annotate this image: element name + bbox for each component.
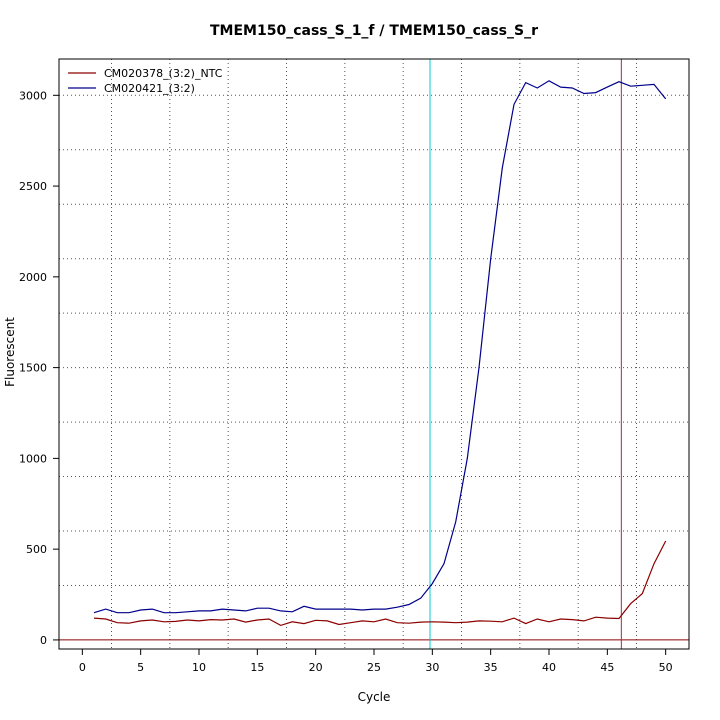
x-tick-label: 35 <box>484 661 498 674</box>
threshold-lines <box>59 59 689 649</box>
x-tick-label: 50 <box>659 661 673 674</box>
x-tick-label: 15 <box>250 661 264 674</box>
y-tick-label: 1000 <box>19 452 47 465</box>
y-tick-label: 0 <box>40 634 47 647</box>
series-line-1 <box>93 540 667 627</box>
y-tick-label: 2500 <box>19 180 47 193</box>
x-tick-label: 45 <box>600 661 614 674</box>
x-tick-label: 20 <box>309 661 323 674</box>
x-tick-label: 30 <box>425 661 439 674</box>
x-axis-label: Cycle <box>358 690 391 704</box>
y-tick-label: 3000 <box>19 89 47 102</box>
x-tick-label: 40 <box>542 661 556 674</box>
plot-area-frame <box>58 58 690 650</box>
y-axis: 0 500 1000 1500 2000 2500 3000 <box>19 89 59 647</box>
x-tick-label: 25 <box>367 661 381 674</box>
legend-entry-label: CM020378_(3:2)_NTC <box>104 67 223 80</box>
y-tick-label: 1500 <box>19 362 47 375</box>
x-axis: 0 5 10 15 20 25 30 35 40 45 50 <box>79 649 673 674</box>
chart-title: TMEM150_cass_S_1_f / TMEM150_cass_S_r <box>210 23 538 39</box>
x-tick-label: 0 <box>79 661 86 674</box>
legend: CM020378_(3:2)_NTC CM020421_(3:2) <box>68 67 223 95</box>
series-line-2 <box>93 80 667 614</box>
x-tick-label: 5 <box>137 661 144 674</box>
y-tick-label: 500 <box>26 543 47 556</box>
grid <box>59 59 689 649</box>
x-tick-label: 10 <box>192 661 206 674</box>
y-axis-label: Fluorescent <box>3 317 17 387</box>
series-lines <box>93 80 667 627</box>
legend-entry-label: CM020421_(3:2) <box>104 82 195 95</box>
y-tick-label: 2000 <box>19 271 47 284</box>
